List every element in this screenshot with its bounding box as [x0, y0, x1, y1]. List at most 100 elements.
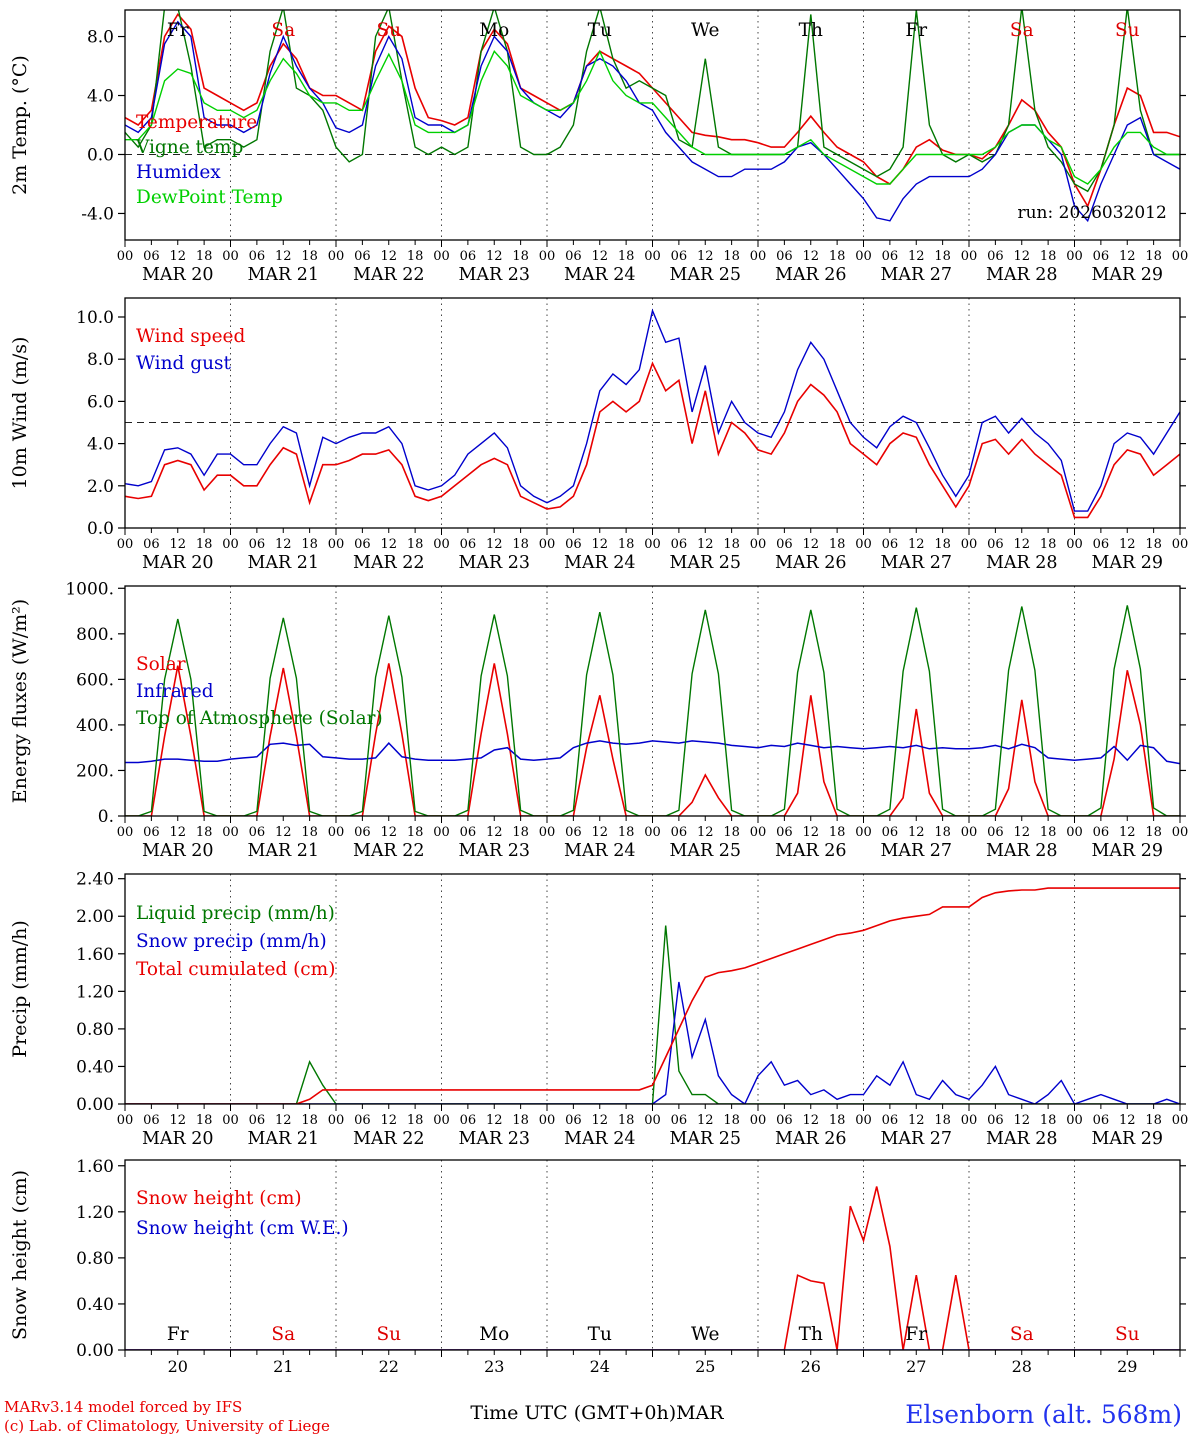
vigne-temp-line [125, 10, 1180, 193]
hour-tick-label: 00 [1172, 825, 1189, 840]
hour-tick-label: 00 [222, 537, 239, 552]
day-label: MAR 29 [1091, 841, 1163, 861]
y-axis: 10.0 8.0 6.0 4.0 2.0 0.0 [76, 308, 1186, 539]
x-axis: 00 06 12 18 00 06 12 18 00 06 12 18 00 06 12 18 00 06 12 18… [117, 1104, 1188, 1149]
hour-tick-label: 12 [908, 537, 925, 552]
y-tick-label: 0.40 [76, 1295, 114, 1315]
hour-tick-label: 06 [565, 249, 582, 264]
y-tick-label: 800. [76, 625, 114, 645]
hour-tick-label: 18 [512, 537, 529, 552]
hour-tick-label: 18 [934, 249, 951, 264]
x-axis: 00 06 12 18 00 06 12 18 00 06 12 18 00 06 12 18 00 06 12 18… [117, 816, 1189, 861]
hour-tick-label: 12 [486, 825, 503, 840]
hour-tick-label: 18 [829, 1113, 846, 1128]
hour-tick-label: 00 [328, 537, 345, 552]
day-label: MAR 20 [142, 553, 214, 573]
y-axis: 2.40 2.00 1.60 1.20 0.80 0.40 0.00 [76, 870, 1186, 1115]
hour-tick-label: 12 [908, 249, 925, 264]
day-label: MAR 25 [669, 265, 741, 285]
station-label: Elsenborn (alt. 568m) [905, 1400, 1182, 1429]
wind-speed-legend-label: Wind speed [136, 326, 245, 347]
wind10m-ylabel: 10m Wind (m/s) [9, 337, 31, 490]
hour-tick-label: 18 [512, 825, 529, 840]
day-label: MAR 23 [458, 841, 530, 861]
energy-fluxes-ylabel: Energy fluxes (W/m²) [9, 599, 31, 803]
hour-tick-label: 00 [328, 825, 345, 840]
y-tick-label: 0.00 [76, 1095, 114, 1115]
hour-tick-label: 18 [618, 249, 635, 264]
hour-tick-label: 00 [961, 249, 978, 264]
hour-tick-label: 00 [1066, 825, 1083, 840]
hour-tick-label: 18 [301, 825, 318, 840]
hour-tick-label: 12 [591, 825, 608, 840]
x-axis: 00 06 12 18 00 06 12 18 00 06 12 18 00 06 12 18 00 06 12 18… [117, 528, 1189, 573]
day-name-label: Sa [271, 20, 295, 41]
hour-tick-label: 00 [1066, 1113, 1083, 1128]
day-name-label: Su [376, 1324, 401, 1345]
hour-tick-label: 06 [249, 825, 266, 840]
y-tick-label: 6.0 [87, 392, 114, 412]
hour-tick-label: 18 [618, 537, 635, 552]
day-number-label: 26 [801, 1357, 821, 1376]
day-label: MAR 21 [247, 553, 319, 573]
hour-tick-label: 00 [117, 1113, 134, 1128]
day-label: MAR 24 [564, 265, 636, 285]
hour-tick-label: 06 [776, 825, 793, 840]
hour-tick-label: 12 [380, 825, 397, 840]
hour-tick-label: 06 [460, 825, 477, 840]
y-tick-label: 2.0 [87, 477, 114, 497]
hour-tick-label: 12 [697, 249, 714, 264]
wind-gust-line [125, 308, 1180, 512]
day-label: MAR 27 [880, 265, 952, 285]
snow-height-ylabel: Snow height (cm) [9, 1170, 31, 1340]
hour-tick-label: 18 [934, 825, 951, 840]
x-axis-title: Time UTC (GMT+0h)MAR [470, 1402, 724, 1424]
hour-tick-label: 18 [829, 537, 846, 552]
day-label: MAR 26 [775, 841, 847, 861]
hour-tick-label: 18 [1145, 537, 1162, 552]
hour-tick-label: 00 [961, 1113, 978, 1128]
hour-tick-label: 12 [380, 537, 397, 552]
hour-tick-label: 06 [565, 825, 582, 840]
hour-tick-label: 00 [1172, 249, 1189, 264]
hour-tick-label: 12 [169, 825, 186, 840]
y-tick-label: 8.0 [87, 350, 114, 370]
hour-tick-label: 00 [117, 825, 134, 840]
y-axis: 1000. 800. 600. 400. 200. 0. [65, 579, 1186, 827]
footer: MARv3.14 model forced by IFS (c) Lab. of… [0, 1398, 1194, 1440]
hour-tick-label: 06 [249, 1113, 266, 1128]
hour-tick-label: 00 [750, 825, 767, 840]
y-axis: 1.60 1.20 0.80 0.40 0.00 [76, 1157, 1186, 1361]
hour-tick-label: 00 [1172, 537, 1189, 552]
hour-tick-label: 00 [750, 249, 767, 264]
hour-tick-label: 06 [882, 1113, 899, 1128]
panel-wind10m: 10.08.06.04.02.00.000 06 12 18 00 06 12 18 00 06 1… [9, 297, 1189, 573]
hour-tick-label: 12 [1013, 249, 1030, 264]
y-tick-label: 400. [76, 716, 114, 736]
hour-tick-label: 18 [407, 825, 424, 840]
day-name-label: Th [799, 1324, 823, 1345]
vigne-temp-legend-label: Vigne temp [135, 137, 243, 158]
day-name-label: Fr [167, 1324, 189, 1345]
day-label: MAR 22 [353, 265, 425, 285]
hour-tick-label: 18 [1145, 825, 1162, 840]
day-name-label: Fr [905, 20, 927, 41]
total-cumulated-line [125, 887, 1180, 1104]
y-tick-label: 2.40 [76, 870, 114, 890]
hour-tick-label: 18 [512, 1113, 529, 1128]
snow-height-legend-label: Snow height (cm) [136, 1188, 302, 1209]
day-number-label: 22 [379, 1357, 399, 1376]
hour-tick-label: 06 [143, 1113, 160, 1128]
y-tick-label: 0.00 [76, 1341, 114, 1361]
hour-tick-label: 12 [1013, 825, 1030, 840]
series-lines [125, 10, 1180, 223]
credit-line-1: MARv3.14 model forced by IFS [4, 1398, 243, 1416]
credit-line-2: (c) Lab. of Climatology, University of L… [4, 1417, 330, 1435]
solar-line [125, 663, 1180, 816]
hour-tick-label: 00 [855, 825, 872, 840]
y-tick-label: 0.0 [87, 519, 114, 539]
temp2m-ylabel: 2m Temp. (°C) [9, 55, 31, 195]
hour-tick-label: 18 [407, 1113, 424, 1128]
hour-tick-label: 18 [196, 1113, 213, 1128]
hour-tick-label: 06 [249, 249, 266, 264]
